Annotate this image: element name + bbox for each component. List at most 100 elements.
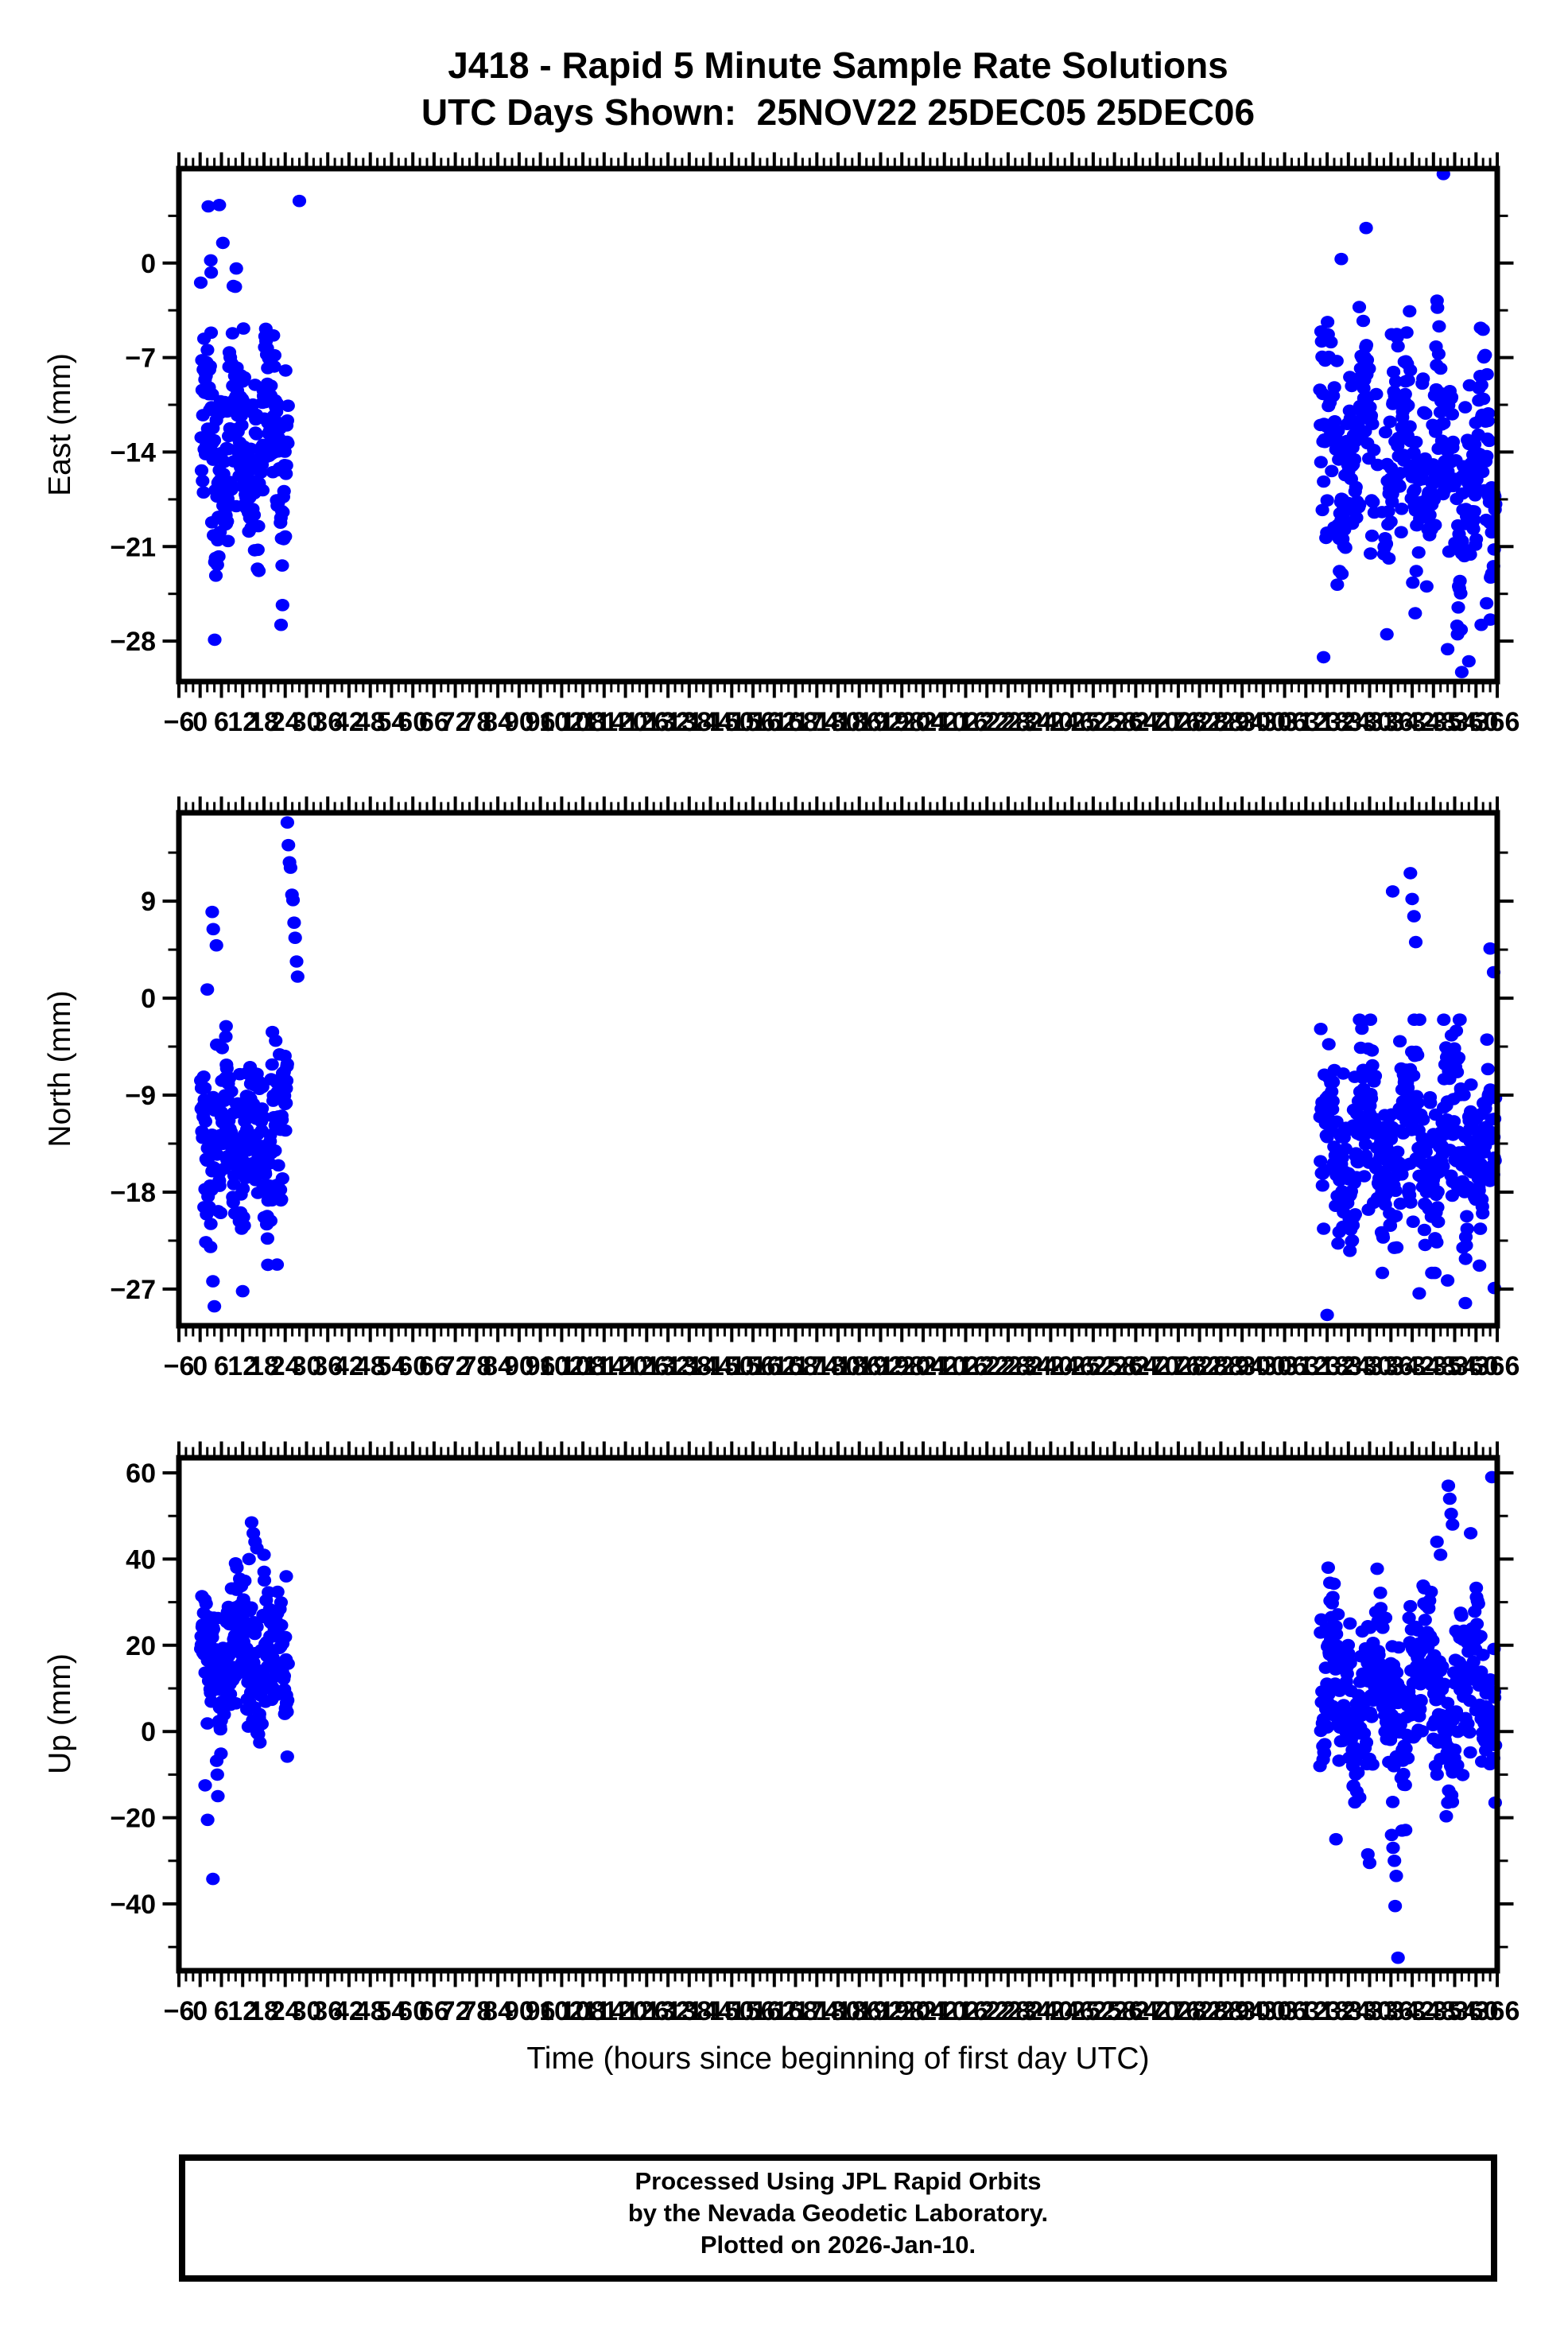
data-point [1469,1618,1485,1630]
data-point [1353,1791,1367,1804]
data-point [1317,1222,1331,1235]
data-point [1326,1075,1341,1089]
data-point [1462,1726,1477,1739]
data-point [214,1747,228,1760]
data-point [200,1717,215,1730]
data-point [1461,1180,1475,1194]
x-tick-label: 138 [666,707,712,737]
x-tick-label: 228 [986,1351,1031,1381]
data-point [1450,1066,1465,1078]
x-tick-label: 180 [816,1996,861,2026]
data-point-outlier [292,194,307,208]
x-tick-label: 204 [901,1351,946,1381]
x-tick-label: 18 [249,707,279,737]
data-point [1399,1742,1413,1755]
data-point [1402,1611,1416,1625]
north-x-ticks [177,796,1499,1342]
data-point-outlier [290,970,305,983]
data-point [204,1218,218,1230]
x-tick-label: 198 [879,707,925,737]
data-point [280,1705,294,1719]
data-point [1449,1024,1464,1037]
data-point [1454,1609,1469,1622]
data-point-outlier [206,923,220,936]
x-tick-label: 306 [1262,1351,1307,1381]
x-tick-label: 366 [1475,1351,1520,1381]
x-tick-label: 264 [1113,1996,1159,2026]
data-point [1403,1196,1418,1209]
x-tick-label: 330 [1347,1996,1392,2026]
x-tick-label: 162 [751,1351,797,1381]
x-tick-label: 300 [1240,1351,1286,1381]
data-point [198,1082,212,1094]
data-point [1445,408,1459,421]
data-point [250,1620,264,1634]
data-point [1423,1096,1438,1109]
east-axis-title: East (mm) [43,353,77,496]
data-point [258,1167,273,1181]
x-tick-label: 330 [1347,1351,1392,1381]
north-y-tick-labels: 9 0 −9 −18 −27 [110,887,156,1305]
data-point [1318,1746,1332,1760]
x-tick-label: 294 [1220,1996,1265,2026]
x-tick-label: 240 [1028,1351,1073,1381]
data-point [1456,1769,1470,1781]
data-point [1451,601,1465,614]
data-point [1419,407,1433,420]
data-point [1416,372,1430,385]
data-point-outlier [279,1570,293,1583]
x-tick-label: 246 [1050,1351,1095,1381]
data-point [1430,1236,1444,1249]
data-point [238,1574,252,1587]
x-tick-label: 276 [1156,707,1201,737]
up-points [194,1470,1503,1964]
data-point [1436,1160,1450,1173]
data-point-outlier [206,1872,220,1886]
data-point [1341,1647,1356,1660]
data-point [1431,1215,1446,1229]
x-tick-label: 180 [816,707,861,737]
x-tick-label: 108 [561,1351,606,1381]
data-point [1477,392,1491,406]
data-point [215,1042,229,1055]
data-point [1414,1694,1428,1707]
x-tick-label: 156 [731,1351,776,1381]
data-point-outlier [200,983,215,996]
x-tick-label: 270 [1135,1996,1180,2026]
x-tick-label: 66 [419,707,449,737]
data-point [1411,546,1426,559]
data-point [1384,515,1398,528]
x-tick-label: 120 [603,707,648,737]
data-point-outlier [209,938,223,952]
data-point [206,1622,220,1636]
east-points [193,168,1503,678]
x-tick-label: 168 [773,1996,818,2026]
data-point [1481,407,1496,420]
x-tick-label: 336 [1368,1351,1414,1381]
data-point [1348,1208,1362,1221]
x-tick-label: 60 [398,707,428,737]
data-point [212,550,226,563]
north-axis-title: North (mm) [43,990,77,1147]
x-tick-label: 222 [964,1996,1010,2026]
data-point [281,399,295,412]
data-point [265,1058,279,1071]
data-point [194,464,209,477]
data-point [278,1124,293,1137]
x-tick-label: 90 [504,707,534,737]
data-point [1331,1608,1345,1621]
data-point [1318,1738,1332,1750]
data-point [199,1597,213,1610]
x-tick-label: 96 [526,707,556,737]
x-tick-label: 246 [1050,1996,1095,2026]
x-tick-label: 222 [964,1351,1010,1381]
x-tick-label: 240 [1028,1996,1073,2026]
x-tick-label: 12 [227,707,258,737]
data-point [1448,1743,1462,1756]
x-tick-label: 54 [376,707,406,737]
up-x-ticks [177,1441,1499,1987]
data-point [254,1717,269,1731]
data-point [1403,1599,1418,1613]
data-point [1406,1215,1420,1228]
x-tick-label: 90 [504,1351,534,1381]
